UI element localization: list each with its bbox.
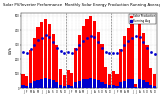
Bar: [33, 38, 36, 88]
Bar: [89, 78, 92, 88]
Bar: [44, 78, 47, 88]
Bar: [48, 24, 51, 88]
Bar: [40, 22, 43, 88]
Bar: [112, 71, 115, 88]
Bar: [70, 86, 73, 88]
Bar: [59, 85, 62, 88]
Bar: [21, 74, 25, 88]
Bar: [130, 79, 134, 88]
Bar: [108, 85, 111, 88]
Bar: [93, 21, 96, 88]
Bar: [78, 81, 81, 88]
Bar: [134, 87, 137, 88]
Bar: [119, 82, 122, 88]
Bar: [70, 73, 73, 88]
Bar: [74, 48, 77, 88]
Bar: [100, 82, 104, 88]
Bar: [78, 35, 81, 88]
Bar: [138, 79, 141, 88]
Bar: [55, 46, 58, 88]
Bar: [85, 20, 88, 88]
Bar: [36, 80, 40, 88]
Bar: [33, 81, 36, 88]
Bar: [21, 85, 25, 88]
Bar: [97, 32, 100, 88]
Bar: [52, 80, 55, 88]
Bar: [29, 50, 32, 88]
Bar: [25, 76, 28, 88]
Bar: [82, 79, 85, 88]
Bar: [89, 16, 92, 88]
Bar: [25, 86, 28, 88]
Bar: [59, 68, 62, 88]
Bar: [153, 86, 156, 88]
Bar: [48, 79, 51, 88]
Bar: [29, 82, 32, 88]
Bar: [85, 79, 88, 88]
Bar: [149, 68, 152, 88]
Bar: [67, 70, 70, 88]
Bar: [100, 44, 104, 88]
Bar: [130, 21, 134, 88]
Bar: [74, 82, 77, 88]
Bar: [40, 79, 43, 88]
Bar: [93, 79, 96, 88]
Bar: [134, 84, 137, 88]
Bar: [149, 84, 152, 88]
Bar: [142, 80, 145, 88]
Bar: [145, 82, 149, 88]
Y-axis label: kWh: kWh: [9, 47, 13, 54]
Bar: [142, 33, 145, 88]
Bar: [55, 82, 58, 88]
Bar: [52, 34, 55, 88]
Bar: [44, 19, 47, 88]
Bar: [97, 80, 100, 88]
Bar: [138, 23, 141, 88]
Bar: [153, 74, 156, 88]
Bar: [108, 74, 111, 88]
Bar: [115, 74, 119, 88]
Bar: [115, 86, 119, 88]
Bar: [127, 28, 130, 88]
Bar: [82, 26, 85, 88]
Legend: Solar Production, Running Avg: Solar Production, Running Avg: [129, 14, 156, 24]
Bar: [119, 49, 122, 88]
Bar: [67, 85, 70, 88]
Bar: [123, 36, 126, 88]
Bar: [145, 45, 149, 88]
Bar: [104, 67, 107, 88]
Bar: [104, 84, 107, 88]
Bar: [63, 75, 66, 88]
Bar: [63, 86, 66, 88]
Text: Solar PV/Inverter Performance  Monthly Solar Energy Production Running Average: Solar PV/Inverter Performance Monthly So…: [3, 3, 160, 7]
Bar: [112, 85, 115, 88]
Bar: [123, 81, 126, 88]
Bar: [127, 80, 130, 88]
Bar: [36, 27, 40, 88]
